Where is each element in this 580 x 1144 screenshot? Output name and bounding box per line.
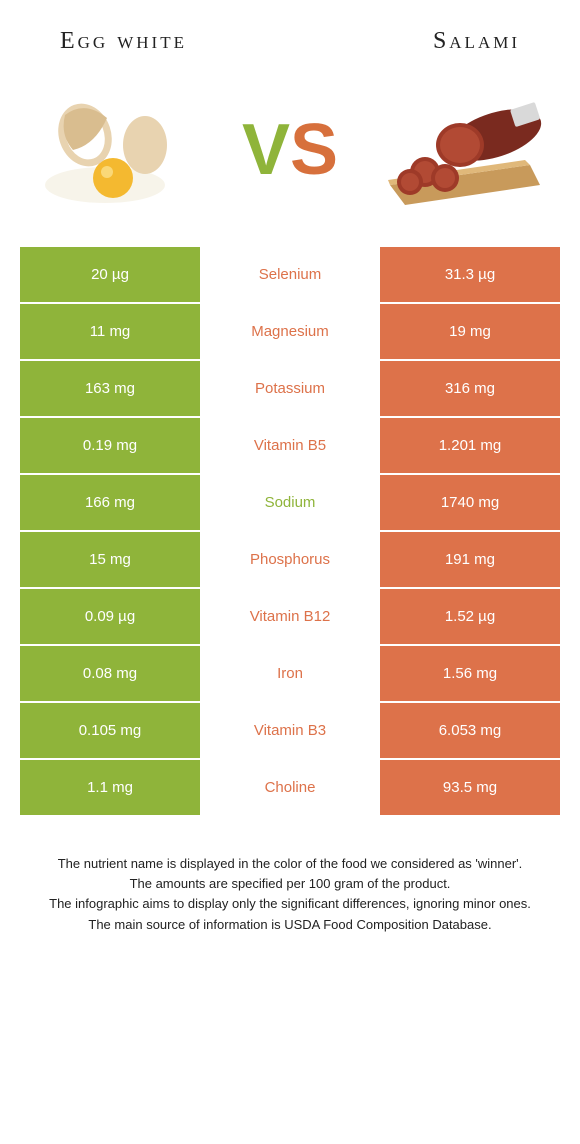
footer-line: The nutrient name is displayed in the co… xyxy=(30,855,550,873)
footer-line: The main source of information is USDA F… xyxy=(30,916,550,934)
right-value: 1740 mg xyxy=(380,475,560,530)
right-value: 191 mg xyxy=(380,532,560,587)
left-value: 166 mg xyxy=(20,475,200,530)
table-row: 11 mgMagnesium19 mg xyxy=(20,302,560,359)
table-row: 166 mgSodium1740 mg xyxy=(20,473,560,530)
left-value: 0.105 mg xyxy=(20,703,200,758)
nutrient-label: Selenium xyxy=(200,247,380,302)
footer-notes: The nutrient name is displayed in the co… xyxy=(0,815,580,934)
left-value: 163 mg xyxy=(20,361,200,416)
table-row: 20 µgSelenium31.3 µg xyxy=(20,245,560,302)
nutrient-label: Iron xyxy=(200,646,380,701)
nutrient-label: Choline xyxy=(200,760,380,815)
nutrient-label: Phosphorus xyxy=(200,532,380,587)
nutrient-table: 20 µgSelenium31.3 µg11 mgMagnesium19 mg1… xyxy=(0,245,580,815)
table-row: 0.08 mgIron1.56 mg xyxy=(20,644,560,701)
nutrient-label: Magnesium xyxy=(200,304,380,359)
left-value: 11 mg xyxy=(20,304,200,359)
right-value: 1.52 µg xyxy=(380,589,560,644)
nutrient-label: Vitamin B12 xyxy=(200,589,380,644)
nutrient-label: Vitamin B3 xyxy=(200,703,380,758)
vs-label: VS xyxy=(242,109,338,191)
food-left-title: Egg white xyxy=(60,28,187,55)
table-row: 163 mgPotassium316 mg xyxy=(20,359,560,416)
table-row: 0.19 mgVitamin B51.201 mg xyxy=(20,416,560,473)
left-value: 0.09 µg xyxy=(20,589,200,644)
nutrient-label: Vitamin B5 xyxy=(200,418,380,473)
nutrient-label: Potassium xyxy=(200,361,380,416)
table-row: 0.105 mgVitamin B36.053 mg xyxy=(20,701,560,758)
left-value: 15 mg xyxy=(20,532,200,587)
right-value: 316 mg xyxy=(380,361,560,416)
table-row: 15 mgPhosphorus191 mg xyxy=(20,530,560,587)
right-value: 1.201 mg xyxy=(380,418,560,473)
vs-s: S xyxy=(290,110,338,190)
footer-line: The infographic aims to display only the… xyxy=(30,895,550,913)
footer-line: The amounts are specified per 100 gram o… xyxy=(30,875,550,893)
left-value: 1.1 mg xyxy=(20,760,200,815)
left-value: 0.08 mg xyxy=(20,646,200,701)
salami-image xyxy=(380,85,550,215)
left-value: 0.19 mg xyxy=(20,418,200,473)
right-value: 6.053 mg xyxy=(380,703,560,758)
right-value: 19 mg xyxy=(380,304,560,359)
vs-v: V xyxy=(242,110,290,190)
egg-white-image xyxy=(30,85,200,215)
right-value: 1.56 mg xyxy=(380,646,560,701)
food-right-title: Salami xyxy=(433,28,520,55)
nutrient-label: Sodium xyxy=(200,475,380,530)
right-value: 93.5 mg xyxy=(380,760,560,815)
right-value: 31.3 µg xyxy=(380,247,560,302)
table-row: 1.1 mgCholine93.5 mg xyxy=(20,758,560,815)
left-value: 20 µg xyxy=(20,247,200,302)
table-row: 0.09 µgVitamin B121.52 µg xyxy=(20,587,560,644)
